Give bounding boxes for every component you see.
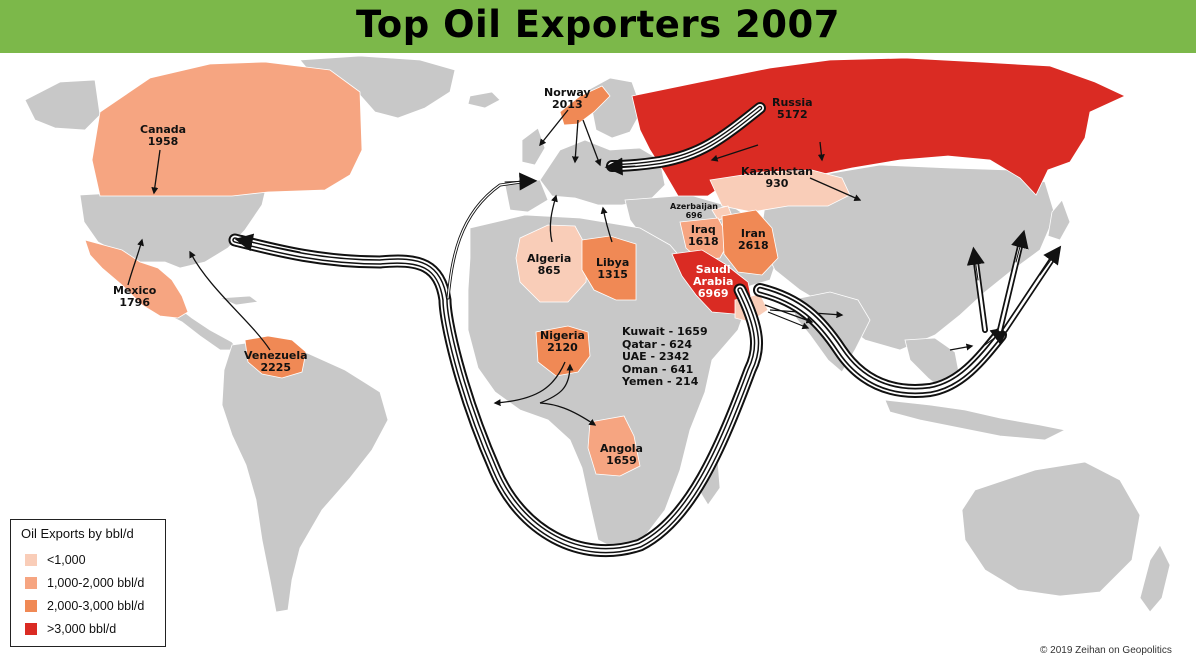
label-azerbaijan: Azerbaijan 696: [670, 202, 718, 220]
gulf-item-yemen: Yemen - 214: [622, 375, 699, 388]
legend-label: 1,000-2,000 bbl/d: [47, 576, 145, 590]
legend-swatch: [25, 623, 37, 635]
legend-label: 2,000-3,000 bbl/d: [47, 599, 145, 613]
region-algeria: [515, 224, 589, 303]
australia: [961, 461, 1141, 597]
legend-swatch: [25, 554, 37, 566]
region-iraq: [679, 217, 731, 261]
region-nigeria: [535, 325, 591, 377]
title-bar: [0, 0, 1196, 53]
label-algeria: Algeria 865: [527, 252, 572, 277]
label-libya: Libya 1315: [596, 256, 630, 281]
world-map: [24, 55, 1171, 613]
label-saudi-arabia: Saudi Arabia 6969: [693, 263, 734, 300]
gulf-item-uae: UAE - 2342: [622, 350, 690, 363]
south-america: [221, 339, 389, 613]
label-norway: Norway 2013: [544, 86, 591, 111]
region-canada: [91, 61, 363, 197]
region-angola: [587, 415, 641, 477]
gulf-item-qatar: Qatar - 624: [622, 337, 693, 351]
region-venezuela: [244, 335, 307, 379]
label-russia: Russia 5172: [772, 96, 813, 121]
legend-swatch: [25, 600, 37, 612]
gulf-item-oman: Oman - 641: [622, 362, 694, 376]
alaska: [24, 79, 101, 131]
shipping-lanes: [228, 102, 1062, 558]
gulf-item-kuwait: Kuwait - 1659: [622, 325, 708, 338]
iberia-uk: [504, 127, 549, 213]
legend-swatch: [25, 577, 37, 589]
new-zealand: [1139, 544, 1171, 613]
label-angola: Angola 1659: [600, 442, 643, 467]
iceland: [467, 91, 501, 109]
label-kazakhstan: Kazakhstan 930: [741, 165, 813, 190]
label-iraq: Iraq 1618: [688, 223, 719, 248]
legend-label: <1,000: [47, 553, 86, 567]
label-venezuela: Venezuela 2225: [244, 349, 308, 374]
region-russia: [631, 57, 1126, 197]
legend: Oil Exports by bbl/d <1,000 1,000-2,000 …: [10, 519, 166, 647]
japan: [1047, 199, 1071, 241]
legend-title: Oil Exports by bbl/d: [21, 526, 134, 541]
caribbean: [219, 295, 260, 306]
label-canada: Canada 1958: [140, 123, 187, 148]
region-iran: [721, 209, 779, 276]
map-title: Top Oil Exporters 2007: [355, 3, 840, 46]
label-nigeria: Nigeria 2120: [540, 329, 585, 354]
region-norway: [559, 85, 611, 126]
label-iran: Iran 2618: [738, 227, 769, 252]
region-mexico: [84, 239, 189, 319]
label-mexico: Mexico 1796: [113, 284, 157, 309]
indonesia: [884, 399, 1067, 441]
region-libya: [581, 235, 637, 301]
legend-label: >3,000 bbl/d: [47, 622, 117, 636]
europe: [539, 139, 666, 206]
gulf-exporters-list: Kuwait - 1659 Qatar - 624 UAE - 2342 Oma…: [622, 325, 708, 389]
copyright: © 2019 Zeihan on Geopolitics: [1040, 645, 1172, 656]
